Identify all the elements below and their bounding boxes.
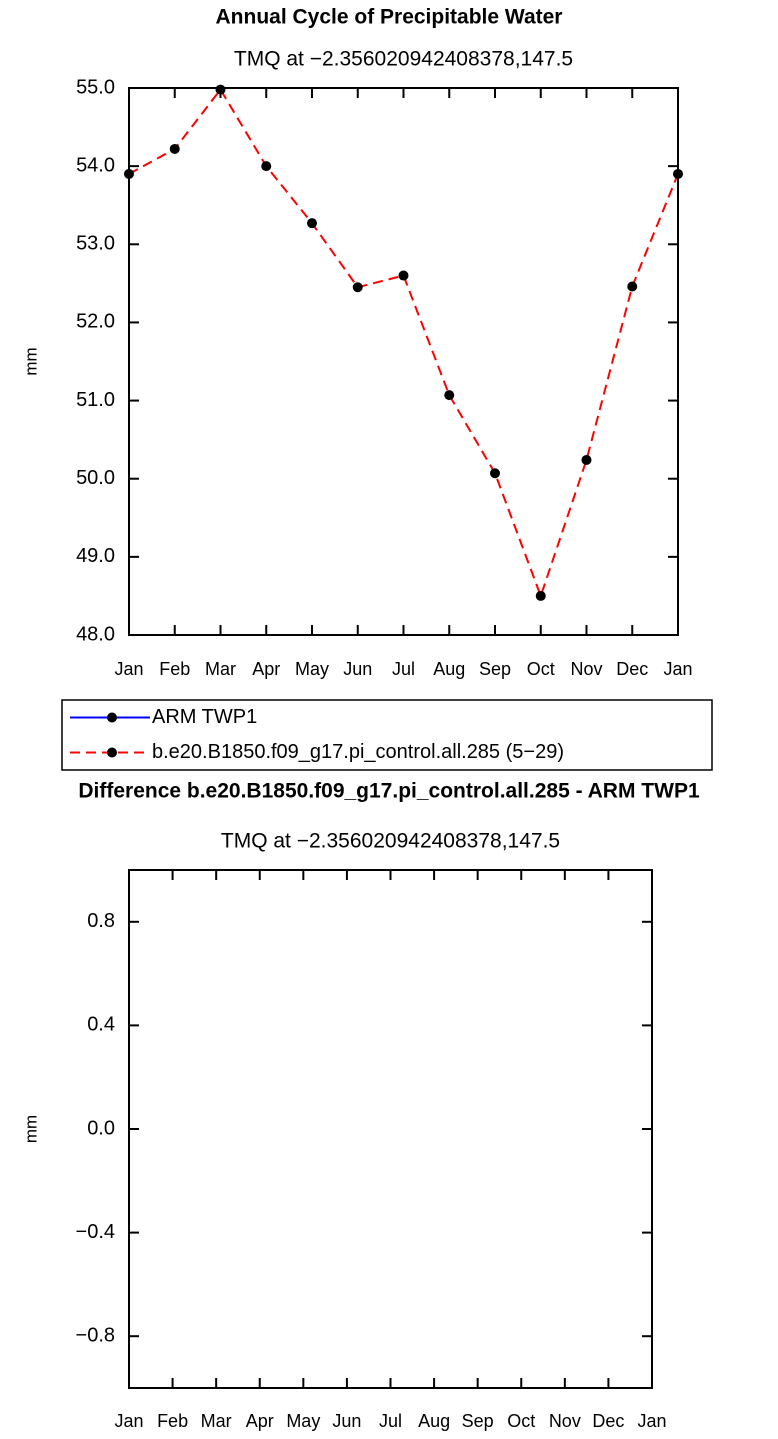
- x-tick-label: Jan: [114, 1411, 143, 1431]
- x-tick-label: Aug: [433, 659, 465, 679]
- legend-marker: [107, 712, 117, 723]
- x-tick-label: Jan: [663, 659, 692, 679]
- x-tick-label: Oct: [527, 659, 555, 679]
- y-tick-label: −0.8: [76, 1324, 115, 1346]
- x-tick-label: Mar: [205, 659, 236, 679]
- x-tick-label: May: [286, 1411, 320, 1431]
- legend-label: b.e20.B1850.f09_g17.pi_control.all.285 (…: [152, 741, 564, 763]
- x-tick-label: Feb: [159, 659, 190, 679]
- data-point: [581, 454, 592, 465]
- legend-marker: [107, 747, 117, 758]
- y-tick-label: 49.0: [76, 545, 115, 567]
- x-tick-label: Dec: [592, 1411, 624, 1431]
- x-tick-label: Apr: [246, 1411, 274, 1431]
- y-tick-label: 53.0: [76, 233, 115, 255]
- x-tick-label: Jul: [379, 1411, 402, 1431]
- data-point: [627, 281, 638, 292]
- chart-title: Difference b.e20.B1850.f09_g17.pi_contro…: [78, 780, 700, 803]
- data-point: [215, 84, 226, 95]
- y-tick-label: 0.4: [87, 1014, 115, 1036]
- data-point: [673, 168, 683, 179]
- series-line: [128, 87, 679, 599]
- x-tick-label: Jan: [637, 1411, 666, 1431]
- y-tick-label: 54.0: [76, 154, 115, 176]
- data-point: [169, 143, 180, 154]
- x-tick-label: May: [295, 659, 329, 679]
- y-tick-label: 55.0: [76, 76, 115, 98]
- y-tick-label: 0.8: [87, 910, 115, 932]
- y-tick-label: 48.0: [76, 623, 115, 645]
- data-point: [444, 390, 455, 401]
- y-tick-label: 0.0: [87, 1117, 115, 1139]
- y-tick-label: −0.4: [76, 1221, 115, 1243]
- data-point: [535, 590, 546, 601]
- y-tick-label: 51.0: [76, 389, 115, 411]
- plot-frame: [128, 869, 653, 1389]
- x-tick-label: Dec: [616, 659, 648, 679]
- x-tick-label: Apr: [252, 659, 280, 679]
- chart-subtitle: TMQ at −2.356020942408378,147.5: [221, 830, 560, 853]
- x-tick-label: Mar: [201, 1411, 232, 1431]
- chart-subtitle: TMQ at −2.356020942408378,147.5: [234, 48, 573, 71]
- x-tick-label: Nov: [570, 659, 602, 679]
- chart-title: Annual Cycle of Precipitable Water: [216, 6, 563, 29]
- x-tick-label: Oct: [507, 1411, 535, 1431]
- y-axis-label: mm: [21, 347, 40, 375]
- y-axis-label: mm: [21, 1115, 40, 1143]
- x-tick-label: Jun: [332, 1411, 361, 1431]
- x-tick-label: Feb: [157, 1411, 188, 1431]
- data-point: [124, 168, 134, 179]
- data-point: [490, 468, 500, 479]
- x-tick-label: Jun: [343, 659, 372, 679]
- data-point: [352, 282, 363, 293]
- x-tick-label: Sep: [479, 659, 511, 679]
- y-tick-label: 52.0: [76, 311, 115, 333]
- legend-box: [61, 699, 713, 771]
- data-point: [307, 218, 317, 229]
- legend-label: ARM TWP1: [152, 706, 257, 728]
- data-point: [261, 161, 272, 172]
- data-point: [398, 270, 409, 281]
- x-tick-label: Jan: [114, 659, 143, 679]
- x-tick-label: Aug: [418, 1411, 450, 1431]
- plot-frame: [128, 87, 679, 636]
- y-tick-label: 50.0: [76, 467, 115, 489]
- x-tick-label: Nov: [549, 1411, 581, 1431]
- x-tick-label: Jul: [392, 659, 415, 679]
- x-tick-label: Sep: [462, 1411, 494, 1431]
